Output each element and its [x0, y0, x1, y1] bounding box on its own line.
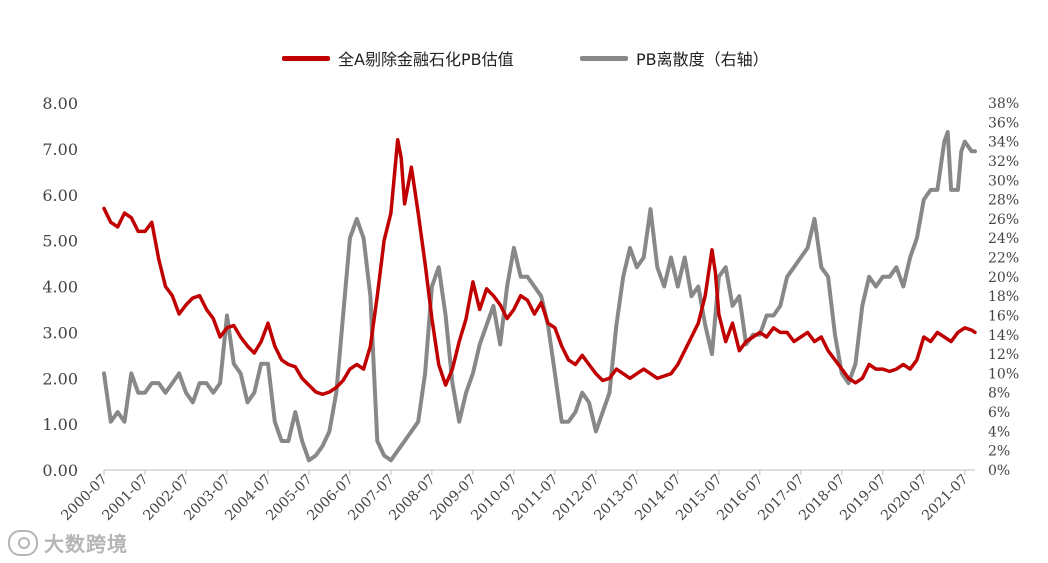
right-tick-label: 38% [988, 96, 1019, 112]
right-tick-label: 2% [988, 444, 1010, 460]
right-tick-label: 18% [988, 289, 1019, 305]
right-tick-label: 32% [988, 154, 1019, 170]
left-tick-label: 2.00 [42, 369, 78, 388]
legend-swatch-red [282, 55, 330, 61]
series-line-pb-dispersion [102, 130, 977, 463]
legend-item-right-series: PB离散度（右轴） [580, 46, 769, 70]
left-tick-label: 7.00 [42, 140, 78, 159]
left-tick-label: 5.00 [42, 232, 78, 251]
legend-swatch-gray [580, 55, 628, 61]
watermark: 大数跨境 [8, 528, 128, 557]
right-tick-label: 20% [988, 270, 1019, 286]
right-tick-label: 24% [988, 231, 1019, 247]
right-tick-label: 14% [988, 328, 1019, 344]
left-tick-label: 3.00 [42, 323, 78, 342]
right-axis: 0% 2% 4% 6% 8% 10% 12% 14% 16% 18% 20% 22% 24% 26% 28%… [988, 96, 1019, 479]
legend-item-left-series: 全A剔除金融石化PB估值 [282, 46, 514, 70]
legend-label-left: 全A剔除金融石化PB估值 [338, 50, 514, 69]
right-tick-label: 0% [988, 463, 1010, 479]
series-lines [102, 130, 977, 463]
left-tick-label: 1.00 [42, 415, 78, 434]
right-tick-label: 30% [988, 173, 1019, 189]
right-tick-label: 4% [988, 424, 1010, 440]
right-tick-label: 8% [988, 386, 1010, 402]
left-tick-label: 8.00 [42, 94, 78, 113]
right-tick-label: 34% [988, 135, 1019, 151]
left-axis: 0.00 1.00 2.00 3.00 4.00 5.00 6.00 7.00 8.00 [42, 94, 78, 480]
right-tick-label: 28% [988, 193, 1019, 209]
right-tick-label: 26% [988, 212, 1019, 228]
watermark-text: 大数跨境 [44, 532, 128, 556]
series-line-pb-valuation [102, 137, 977, 397]
right-tick-label: 6% [988, 405, 1010, 421]
right-tick-label: 36% [988, 115, 1019, 131]
left-tick-label: 4.00 [42, 278, 78, 297]
legend: 全A剔除金融石化PB估值 PB离散度（右轴） [0, 46, 1048, 72]
right-tick-label: 12% [988, 347, 1019, 363]
right-tick-label: 16% [988, 308, 1019, 324]
legend-label-right: PB离散度（右轴） [636, 50, 769, 69]
right-tick-label: 10% [988, 366, 1019, 382]
left-tick-label: 0.00 [42, 461, 78, 480]
brand-logo-icon [8, 529, 38, 556]
right-tick-label: 22% [988, 251, 1019, 267]
left-tick-label: 6.00 [42, 186, 78, 205]
x-axis: 2000-072001-072002-072003-072004-072005-… [58, 469, 975, 524]
